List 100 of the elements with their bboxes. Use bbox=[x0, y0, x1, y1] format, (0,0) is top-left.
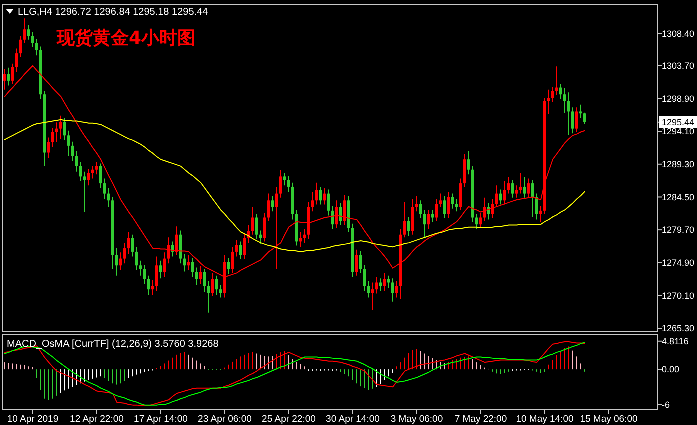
candlestick bbox=[144, 264, 146, 285]
candlestick bbox=[216, 275, 218, 296]
candlestick bbox=[104, 178, 106, 200]
y-tick-label: 1295.44 bbox=[662, 118, 695, 128]
candlestick bbox=[140, 260, 142, 276]
candlestick bbox=[76, 150, 78, 172]
candlestick bbox=[528, 178, 530, 198]
y-tick-label: 1265.30 bbox=[662, 324, 695, 334]
x-tick-label: 17 Apr 14:00 bbox=[134, 414, 188, 425]
candlestick bbox=[4, 68, 6, 90]
candlestick bbox=[464, 154, 466, 188]
candlestick bbox=[48, 137, 50, 159]
candlestick bbox=[396, 280, 398, 298]
candlestick bbox=[316, 182, 318, 206]
candlestick bbox=[280, 170, 282, 198]
chart-title: MACD_OsMA [CurrTF] (12,26,9) 3.5760 3.9268 bbox=[7, 339, 220, 350]
candlestick bbox=[448, 192, 450, 219]
candlestick bbox=[344, 194, 346, 226]
y-tick-label: 1274.90 bbox=[662, 258, 695, 268]
x-tick-label: 12 Apr 22:00 bbox=[70, 414, 124, 425]
candlestick bbox=[380, 278, 382, 292]
candlestick bbox=[52, 128, 54, 148]
y-tick-label: 1279.70 bbox=[662, 225, 695, 236]
candlestick bbox=[148, 275, 150, 296]
candlestick bbox=[520, 172, 522, 194]
candlestick bbox=[500, 189, 502, 206]
candlestick bbox=[24, 18, 26, 44]
candlestick bbox=[268, 193, 270, 222]
candlestick bbox=[32, 32, 34, 48]
candlestick bbox=[484, 197, 486, 222]
candlestick bbox=[536, 193, 538, 220]
candlestick bbox=[324, 188, 326, 206]
candlestick bbox=[512, 180, 514, 198]
candlestick bbox=[416, 196, 418, 212]
candlestick bbox=[192, 258, 194, 278]
candlestick bbox=[492, 198, 494, 219]
candlestick bbox=[312, 192, 314, 212]
x-tick-label: 23 Apr 06:00 bbox=[198, 414, 252, 425]
candlestick bbox=[440, 193, 442, 208]
candlestick bbox=[496, 185, 498, 208]
candlestick bbox=[404, 202, 406, 238]
y-tick-label: 1284.50 bbox=[662, 192, 695, 202]
candlestick bbox=[220, 284, 222, 298]
candlestick bbox=[376, 276, 378, 294]
x-tick-label: 10 May 14:00 bbox=[516, 414, 574, 425]
candlestick bbox=[424, 210, 426, 238]
candlestick bbox=[328, 189, 330, 216]
candlestick bbox=[580, 104, 582, 120]
candlestick bbox=[372, 282, 374, 311]
candlestick bbox=[360, 250, 362, 274]
candlestick bbox=[60, 115, 62, 140]
candlestick bbox=[196, 267, 198, 286]
candlestick bbox=[408, 216, 410, 237]
line-series bbox=[4, 119, 586, 252]
candlestick bbox=[412, 198, 414, 236]
candlestick bbox=[96, 162, 98, 176]
candlestick bbox=[420, 200, 422, 219]
candlestick bbox=[576, 107, 578, 133]
candlestick bbox=[12, 63, 14, 85]
candlestick bbox=[200, 266, 202, 285]
candlestick bbox=[228, 258, 230, 276]
x-tick-label: 15 May 06:00 bbox=[580, 414, 638, 425]
candlestick bbox=[432, 210, 434, 224]
candlestick bbox=[108, 188, 110, 208]
candlestick bbox=[164, 252, 166, 278]
text: 现货黄金4小时图 bbox=[56, 28, 196, 49]
candlestick bbox=[540, 206, 542, 224]
y-tick-label: 1303.70 bbox=[662, 61, 695, 72]
x-tick-label: 30 Apr 14:00 bbox=[326, 414, 380, 425]
candlestick bbox=[444, 196, 446, 219]
candlestick bbox=[124, 242, 126, 264]
candlestick bbox=[136, 246, 138, 271]
candlestick bbox=[184, 254, 186, 272]
candlestick bbox=[564, 88, 566, 114]
candlestick bbox=[368, 280, 370, 298]
candlestick bbox=[276, 186, 278, 270]
candlestick bbox=[36, 38, 38, 56]
y-tick-label: 1289.30 bbox=[662, 160, 695, 170]
candlestick bbox=[176, 226, 178, 256]
x-tick-label: 7 May 22:00 bbox=[454, 414, 508, 425]
candlestick bbox=[340, 202, 342, 226]
y-tick-label: 1270.10 bbox=[662, 290, 695, 301]
y-tick-label: 1298.90 bbox=[662, 94, 695, 104]
candlestick bbox=[504, 181, 506, 206]
candlestick bbox=[384, 272, 386, 292]
candlestick bbox=[28, 25, 30, 40]
candlestick bbox=[160, 260, 162, 280]
candlestick bbox=[548, 89, 550, 115]
x-tick-label: 3 May 06:00 bbox=[390, 414, 444, 425]
candlestick bbox=[336, 200, 338, 229]
candlestick bbox=[180, 230, 182, 264]
candlestick bbox=[476, 214, 478, 230]
candlestick bbox=[264, 212, 266, 242]
candlestick bbox=[508, 176, 510, 194]
candlestick bbox=[516, 185, 518, 198]
candlestick bbox=[120, 252, 122, 271]
candlestick bbox=[168, 237, 170, 264]
candlestick bbox=[132, 234, 134, 258]
candlestick bbox=[272, 196, 274, 212]
candlestick bbox=[468, 150, 470, 176]
